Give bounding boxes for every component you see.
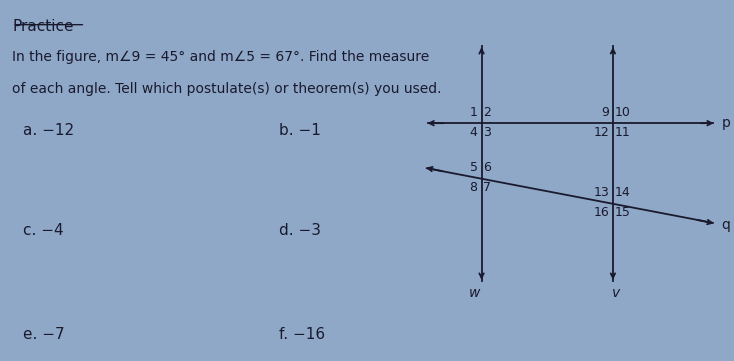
Text: d. −3: d. −3	[279, 223, 321, 239]
Text: 2: 2	[483, 106, 491, 119]
Text: 15: 15	[614, 206, 630, 219]
Text: 1: 1	[470, 106, 478, 119]
Text: 13: 13	[593, 186, 609, 199]
Text: 3: 3	[483, 126, 491, 139]
Text: 4: 4	[470, 126, 478, 139]
Text: e. −7: e. −7	[23, 327, 65, 342]
Text: 7: 7	[483, 181, 491, 194]
Text: 14: 14	[614, 186, 630, 199]
Text: In the figure, m∠9 = 45° and m∠5 = 67°. Find the measure: In the figure, m∠9 = 45° and m∠5 = 67°. …	[12, 50, 429, 64]
Text: p: p	[722, 116, 730, 130]
Text: 6: 6	[483, 161, 491, 174]
Text: w: w	[468, 286, 480, 300]
Text: b. −1: b. −1	[279, 123, 321, 138]
Text: 9: 9	[601, 106, 609, 119]
Text: 16: 16	[593, 206, 609, 219]
Text: q: q	[722, 218, 730, 232]
Text: 11: 11	[614, 126, 630, 139]
Text: 5: 5	[470, 161, 478, 174]
Text: c. −4: c. −4	[23, 223, 64, 239]
Text: v: v	[612, 286, 621, 300]
Text: f. −16: f. −16	[279, 327, 325, 342]
Text: 12: 12	[593, 126, 609, 139]
Text: of each angle. Tell which postulate(s) or theorem(s) you used.: of each angle. Tell which postulate(s) o…	[12, 82, 442, 96]
Text: Practice: Practice	[12, 19, 74, 34]
Text: 8: 8	[470, 181, 478, 194]
Text: 10: 10	[614, 106, 630, 119]
Text: a. −12: a. −12	[23, 123, 74, 138]
